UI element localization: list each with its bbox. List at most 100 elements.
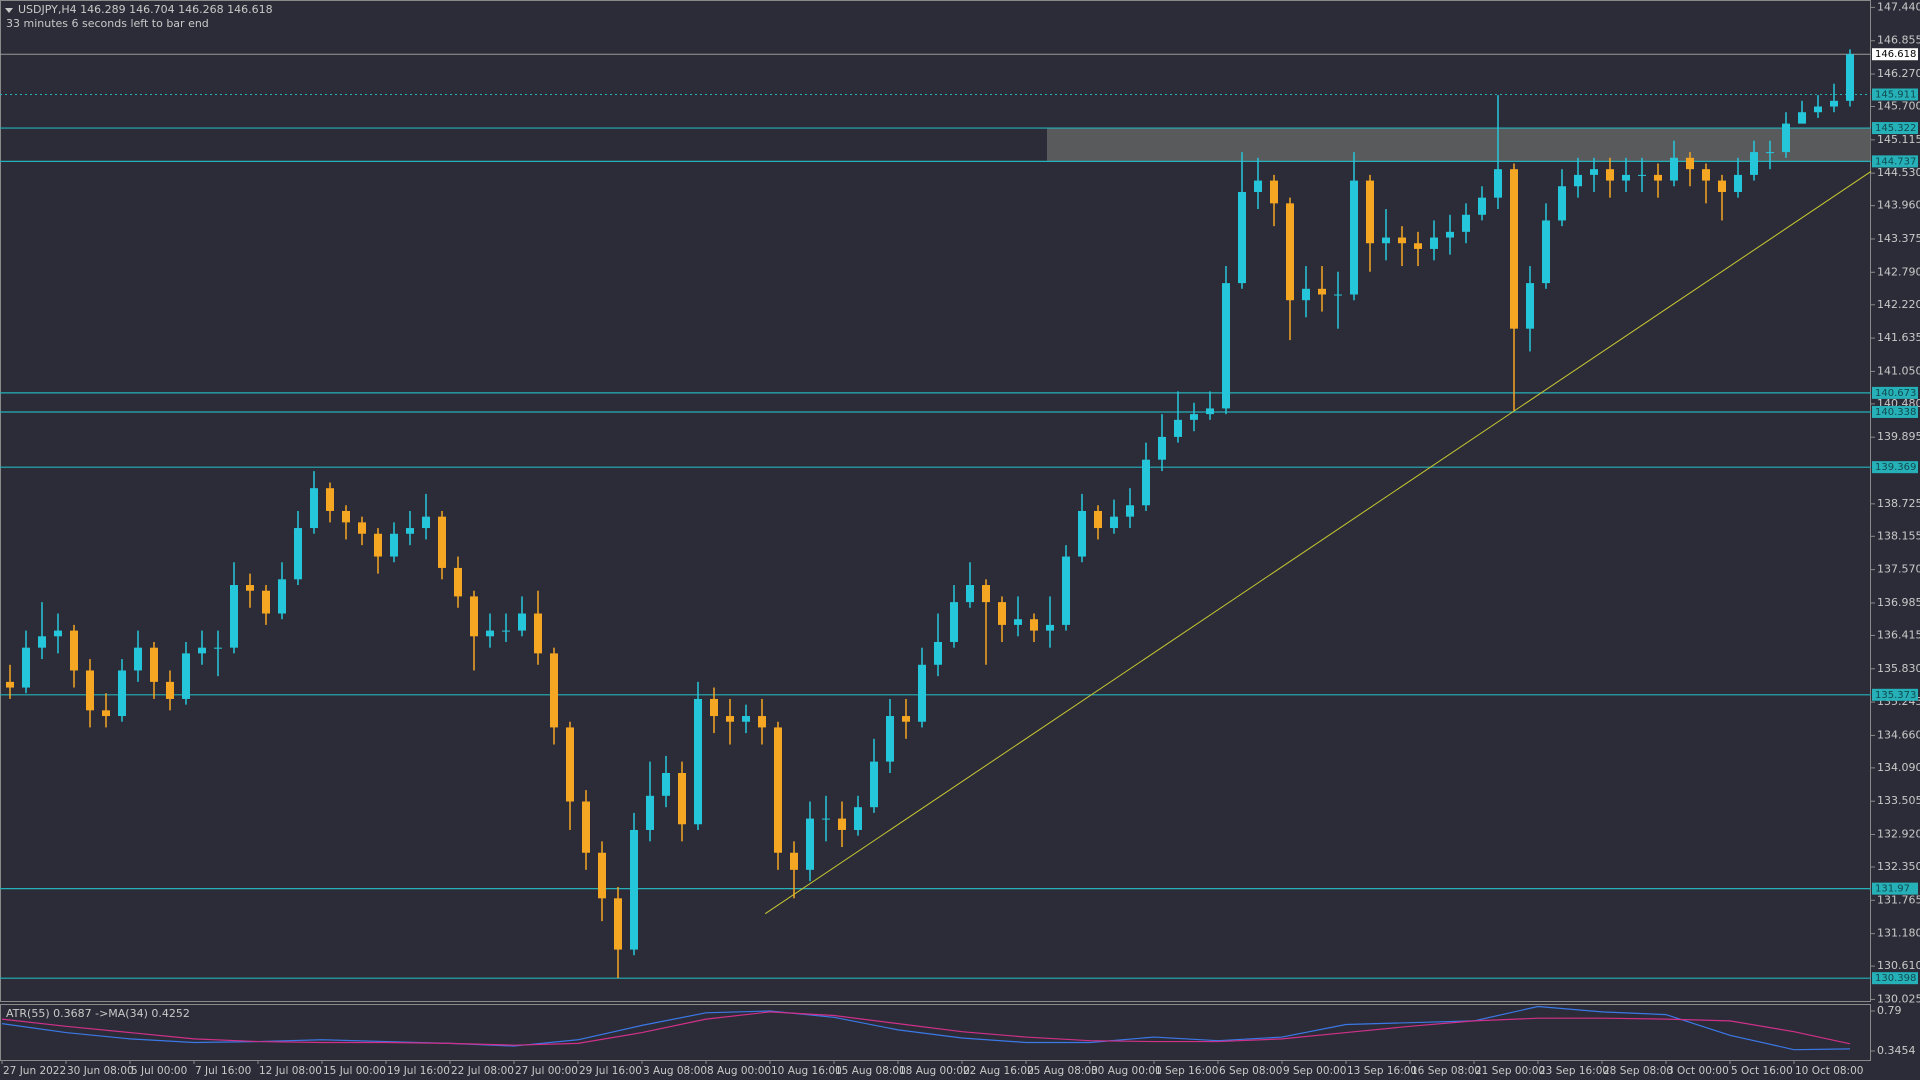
x-tick-label: 27 Jun 2022 (3, 1065, 66, 1077)
candle-body (854, 807, 862, 830)
dashed-level-label-box (1872, 88, 1918, 101)
x-tick-label: 30 Jun 08:00 (67, 1065, 134, 1077)
candle-body (790, 852, 798, 870)
indicator-title: ATR(55) 0.3687 ->MA(34) 0.4252 (6, 1007, 190, 1020)
candle-body (1174, 419, 1182, 437)
x-tick-label: 25 Aug 08:00 (1027, 1065, 1098, 1077)
candle-body (1366, 180, 1374, 244)
x-tick-label: 5 Jul 00:00 (131, 1065, 187, 1077)
level-label: 145.322 (1875, 123, 1916, 134)
candle-body (1750, 152, 1758, 175)
candle-body (1110, 516, 1118, 529)
x-tick-label: 18 Aug 00:00 (899, 1065, 970, 1077)
x-tick-label: 15 Jul 00:00 (323, 1065, 386, 1077)
symbol-menu-icon[interactable] (5, 8, 13, 13)
candle-body (1638, 174, 1646, 176)
candle-body (822, 818, 830, 820)
x-tick-label: 28 Sep 08:00 (1603, 1065, 1673, 1077)
y-tick-label: 134.660 (1877, 728, 1920, 741)
x-tick-label: 13 Sep 16:00 (1347, 1065, 1417, 1077)
x-tick-label: 15 Aug 08:00 (835, 1065, 906, 1077)
level-label-box (1872, 882, 1918, 895)
y-tick-label: 134.090 (1877, 761, 1920, 774)
candle-body (758, 716, 766, 728)
candle-body (1830, 100, 1838, 107)
dashed-level-label: 145.911 (1875, 90, 1916, 101)
level-label: 139.369 (1875, 462, 1916, 473)
candle-body (134, 647, 142, 671)
level-label-box (1872, 405, 1918, 418)
level-label-box (1872, 122, 1918, 135)
x-tick-label: 7 Jul 16:00 (195, 1065, 251, 1077)
candle-body (6, 681, 14, 688)
candle-body (582, 801, 590, 853)
level-label-box (1872, 155, 1918, 168)
x-tick-label: 29 Jul 16:00 (579, 1065, 642, 1077)
x-tick-label: 9 Sep 00:00 (1283, 1065, 1346, 1077)
candle-body (1254, 180, 1262, 192)
indicator-frame (0, 1004, 1871, 1061)
candle-body (150, 647, 158, 682)
indicator-tick-label: 0.79 (1877, 1004, 1902, 1017)
x-tick-label: 8 Aug 00:00 (707, 1065, 771, 1077)
candle-body (646, 795, 654, 830)
level-label: 135.373 (1875, 690, 1916, 701)
y-tick-label: 143.375 (1877, 232, 1920, 245)
candle-body (742, 716, 750, 722)
x-tick-label: 3 Oct 00:00 (1667, 1065, 1729, 1077)
candle-body (598, 852, 606, 899)
x-tick-label: 5 Oct 16:00 (1731, 1065, 1793, 1077)
candle-body (1654, 174, 1662, 181)
candle-body (502, 630, 510, 632)
candle-body (310, 488, 318, 529)
y-tick-label: 139.895 (1877, 430, 1920, 443)
candle-body (374, 533, 382, 557)
candle-body (438, 516, 446, 568)
main-frame (0, 0, 1871, 1002)
candle-body (1494, 169, 1502, 198)
candle-body (326, 488, 334, 511)
chart-title: USDJPY,H4 146.289 146.704 146.268 146.61… (18, 3, 273, 16)
candle-body (950, 602, 958, 642)
candle-body (22, 647, 30, 688)
y-tick-label: 136.985 (1877, 596, 1920, 609)
candle-body (38, 636, 46, 648)
candle-body (454, 567, 462, 597)
chart-subtitle: 33 minutes 6 seconds left to bar end (6, 17, 209, 30)
candle-body (1446, 231, 1454, 238)
x-tick-label: 22 Jul 08:00 (451, 1065, 514, 1077)
candle-body (1590, 169, 1598, 175)
candle-body (406, 528, 414, 534)
candle-body (1814, 106, 1822, 113)
y-tick-label: 138.725 (1877, 497, 1920, 510)
candle-body (294, 528, 302, 580)
x-tick-label: 30 Aug 00:00 (1091, 1065, 1162, 1077)
indicator-tick-label: 0.3454 (1877, 1044, 1916, 1057)
candle-body (1702, 169, 1710, 181)
candle-body (1270, 180, 1278, 204)
level-label: 140.338 (1875, 407, 1916, 418)
x-tick-label: 6 Sep 08:00 (1219, 1065, 1282, 1077)
candle-body (726, 716, 734, 722)
candle-body (1542, 220, 1550, 284)
level-label-box (1872, 688, 1918, 701)
candle-body (1526, 283, 1534, 329)
level-label: 140.673 (1875, 388, 1916, 399)
candle-body (1286, 203, 1294, 301)
candle-body (630, 829, 638, 950)
y-tick-label: 141.635 (1877, 331, 1920, 344)
level-label-box (1872, 461, 1918, 474)
candle-body (86, 670, 94, 711)
candle-body (1142, 459, 1150, 506)
candle-body (934, 641, 942, 665)
candle-body (1078, 510, 1086, 557)
candle-body (1126, 505, 1134, 517)
y-tick-label: 130.025 (1877, 992, 1920, 1005)
candle-body (662, 773, 670, 796)
candle-body (198, 647, 206, 654)
x-tick-label: 10 Aug 16:00 (771, 1065, 842, 1077)
candle-body (710, 698, 718, 717)
candle-body (1574, 174, 1582, 187)
